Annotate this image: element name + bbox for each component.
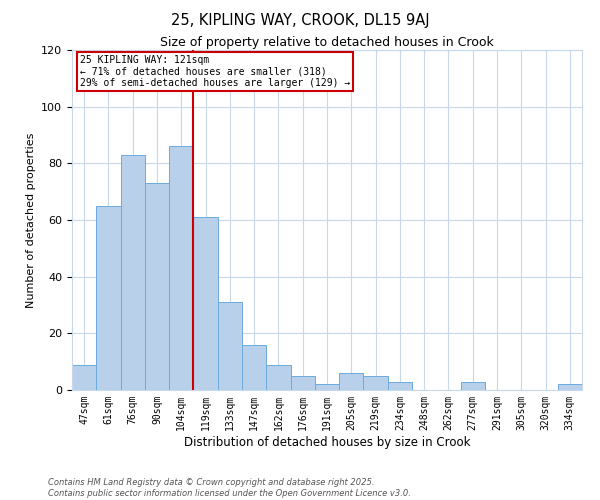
Bar xyxy=(169,146,193,390)
Bar xyxy=(145,183,169,390)
Bar xyxy=(218,302,242,390)
Bar xyxy=(388,382,412,390)
Text: Contains HM Land Registry data © Crown copyright and database right 2025.
Contai: Contains HM Land Registry data © Crown c… xyxy=(48,478,411,498)
Bar xyxy=(121,155,145,390)
Bar xyxy=(339,373,364,390)
Bar xyxy=(461,382,485,390)
Bar xyxy=(315,384,339,390)
Bar xyxy=(558,384,582,390)
Text: 25 KIPLING WAY: 121sqm
← 71% of detached houses are smaller (318)
29% of semi-de: 25 KIPLING WAY: 121sqm ← 71% of detached… xyxy=(80,55,350,88)
Bar xyxy=(72,364,96,390)
Bar xyxy=(242,344,266,390)
Bar xyxy=(364,376,388,390)
Bar xyxy=(193,217,218,390)
Y-axis label: Number of detached properties: Number of detached properties xyxy=(26,132,35,308)
Text: 25, KIPLING WAY, CROOK, DL15 9AJ: 25, KIPLING WAY, CROOK, DL15 9AJ xyxy=(170,12,430,28)
X-axis label: Distribution of detached houses by size in Crook: Distribution of detached houses by size … xyxy=(184,436,470,448)
Bar xyxy=(290,376,315,390)
Title: Size of property relative to detached houses in Crook: Size of property relative to detached ho… xyxy=(160,36,494,49)
Bar xyxy=(266,364,290,390)
Bar xyxy=(96,206,121,390)
